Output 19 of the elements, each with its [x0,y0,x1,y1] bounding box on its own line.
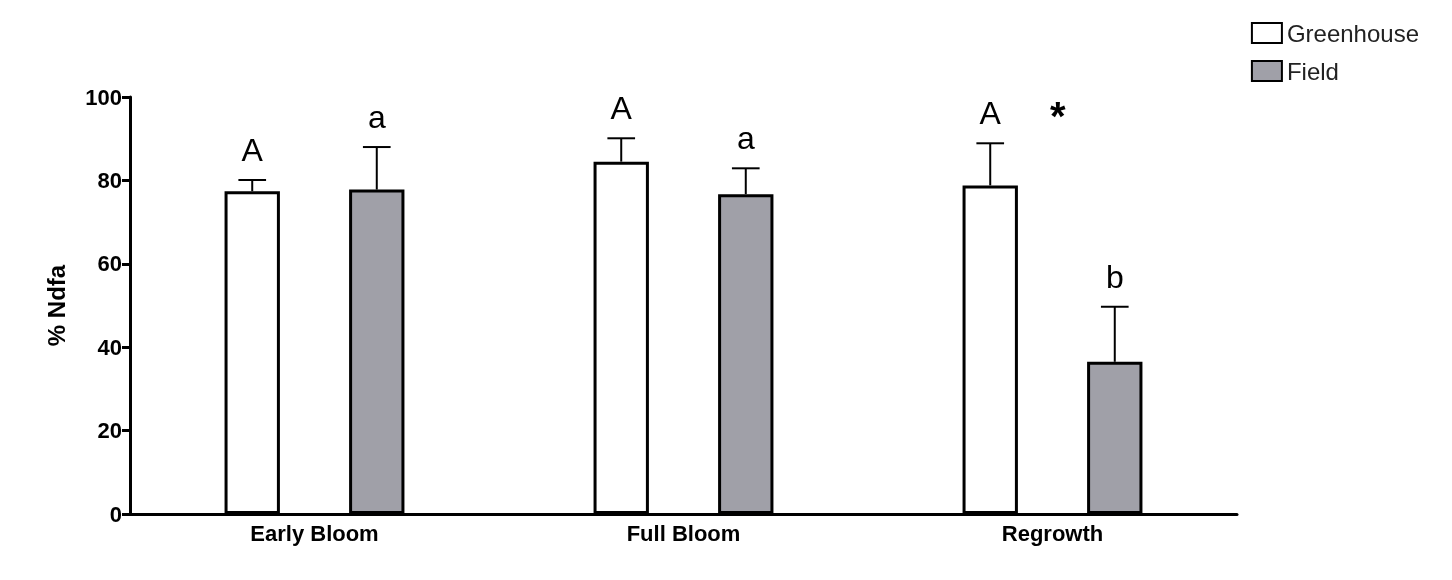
data-label: a [367,99,386,136]
y-tick-label: 60 [97,251,122,277]
y-tick-label: 20 [97,418,122,444]
y-tick-label: 0 [109,501,122,527]
data-label: a [736,120,755,157]
y-axis-title: % Ndfa [42,264,70,347]
data-label: b [1105,258,1124,295]
data-label: A [610,90,633,127]
data-label: A [241,131,264,168]
legend-label: Field [1286,57,1339,85]
x-tick-label: Early Bloom [250,520,379,546]
y-tick-label: 80 [97,167,122,193]
data-label: A [979,95,1002,132]
x-tick-label: Regrowth [1001,520,1104,546]
annotation: * [1050,94,1066,138]
x-tick-label: Full Bloom [626,520,741,546]
y-tick-label: 40 [97,334,122,360]
y-tick-label: 100 [85,84,122,110]
legend-label: Greenhouse [1286,19,1419,47]
